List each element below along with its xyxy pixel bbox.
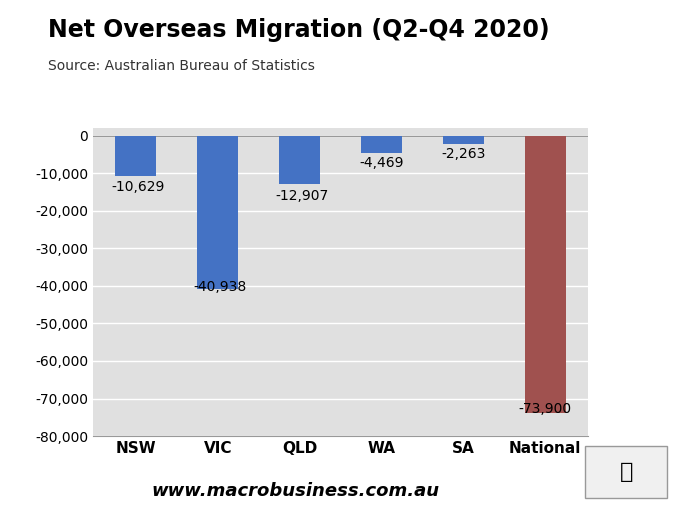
Bar — [279, 136, 320, 184]
Text: 🐺: 🐺 — [619, 462, 633, 482]
Text: Net Overseas Migration (Q2-Q4 2020): Net Overseas Migration (Q2-Q4 2020) — [48, 18, 550, 42]
Bar — [525, 136, 566, 413]
Bar — [361, 136, 402, 152]
Text: -12,907: -12,907 — [275, 189, 328, 203]
Text: www.macrobusiness.com.au: www.macrobusiness.com.au — [152, 482, 440, 500]
Text: MACRO: MACRO — [547, 17, 633, 37]
FancyBboxPatch shape — [585, 446, 667, 498]
Bar — [443, 136, 484, 144]
Text: Source: Australian Bureau of Statistics: Source: Australian Bureau of Statistics — [48, 59, 315, 73]
Bar — [197, 136, 238, 289]
Text: BUSINESS: BUSINESS — [532, 49, 648, 69]
Text: -4,469: -4,469 — [359, 155, 404, 169]
Text: -2,263: -2,263 — [441, 147, 486, 161]
Bar — [116, 136, 156, 175]
Text: -73,900: -73,900 — [519, 402, 572, 416]
Text: -40,938: -40,938 — [193, 280, 246, 294]
Text: -10,629: -10,629 — [111, 180, 164, 194]
